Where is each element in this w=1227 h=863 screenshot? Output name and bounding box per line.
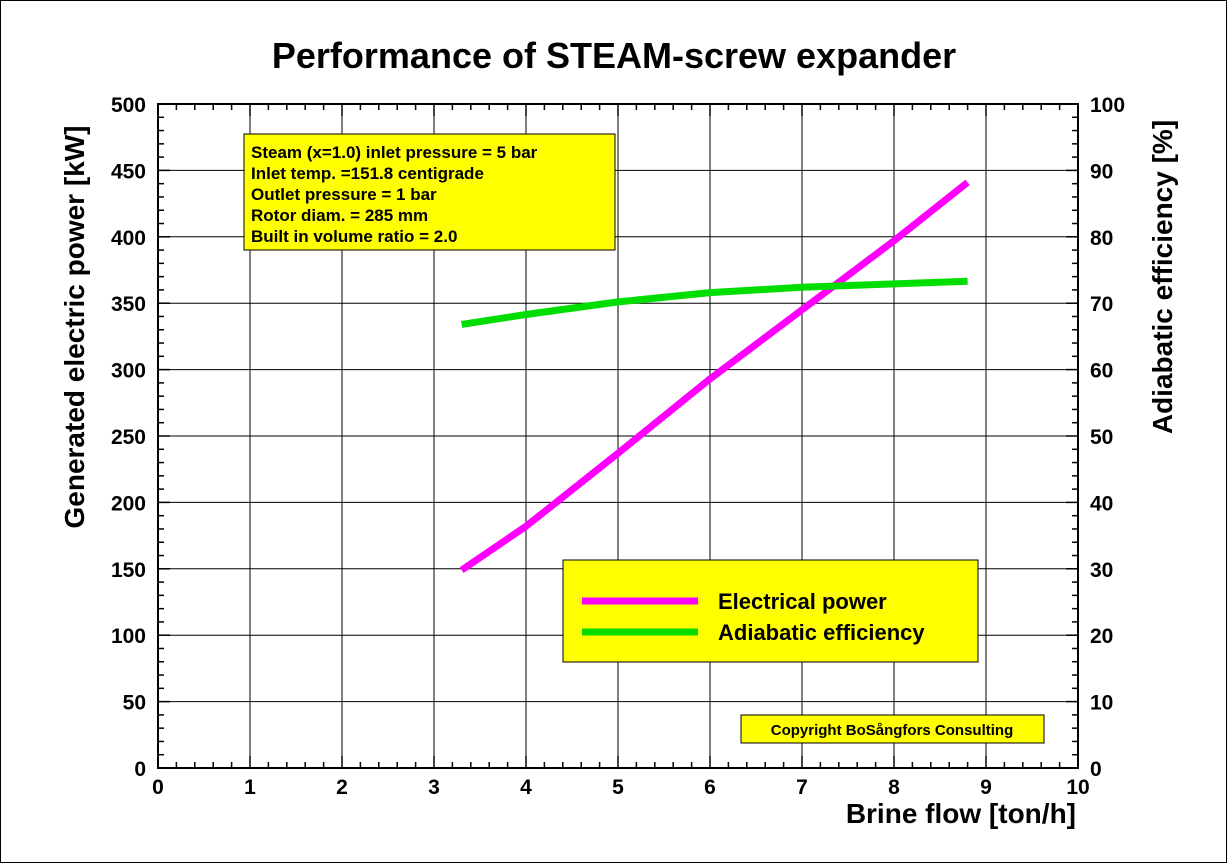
- info-line: Steam (x=1.0) inlet pressure = 5 bar: [251, 143, 538, 162]
- chart-title: Performance of STEAM-screw expander: [272, 35, 956, 76]
- legend-label-adiabatic-efficiency: Adiabatic efficiency: [718, 620, 925, 645]
- x-tick-label: 3: [428, 776, 440, 799]
- y-tick-label: 400: [111, 227, 146, 250]
- x-tick-label: 5: [612, 776, 624, 799]
- x-tick-label: 8: [888, 776, 900, 799]
- y-tick-label: 200: [111, 492, 146, 515]
- y2-tick-label: 40: [1090, 492, 1113, 515]
- y2-tick-label: 80: [1090, 227, 1113, 250]
- plot-frame: [157, 103, 1079, 769]
- info-line: Rotor diam. = 285 mm: [251, 206, 428, 225]
- series-line-adiabatic-efficiency: [461, 277, 968, 328]
- copyright-box: Copyright BoSångfors Consulting: [740, 714, 1045, 744]
- info-line: Built in volume ratio = 2.0: [251, 227, 457, 246]
- y-tick-label: 350: [111, 293, 146, 316]
- series-layer: [459, 179, 970, 573]
- legend-background: [562, 559, 979, 663]
- x-tick-label: 4: [520, 776, 532, 799]
- y2-tick-label: 60: [1090, 360, 1113, 383]
- y2-tick-label: 30: [1090, 559, 1113, 582]
- x-tick-label: 2: [336, 776, 348, 799]
- y2-tick-label: 20: [1090, 625, 1113, 648]
- y-tick-label: 150: [111, 559, 146, 582]
- copyright-text: Copyright BoSångfors Consulting: [771, 722, 1013, 739]
- x-tick-label: 0: [152, 776, 164, 799]
- y-tick-label: 0: [134, 758, 146, 781]
- info-line: Outlet pressure = 1 bar: [251, 185, 437, 204]
- y-axis-title: Generated electric power [kW]: [59, 125, 90, 528]
- legend-label-electrical-power: Electrical power: [718, 589, 887, 614]
- y2-tick-label: 100: [1090, 94, 1125, 117]
- x-tick-label: 7: [796, 776, 808, 799]
- y-tick-label: 100: [111, 625, 146, 648]
- copyright-background: [740, 714, 1045, 744]
- x-tick-label: 9: [980, 776, 992, 799]
- y-tick-label: 450: [111, 160, 146, 183]
- y2-tick-label: 50: [1090, 426, 1113, 449]
- x-tick-label: 1: [244, 776, 256, 799]
- y2-tick-label: 70: [1090, 293, 1113, 316]
- y2-tick-label: 90: [1090, 160, 1113, 183]
- x-axis-title: Brine flow [ton/h]: [846, 798, 1076, 829]
- info-box: Steam (x=1.0) inlet pressure = 5 bar Inl…: [243, 133, 616, 251]
- y-tick-label: 50: [123, 692, 146, 715]
- info-line: Inlet temp. =151.8 centigrade: [251, 164, 484, 183]
- y2-tick-label: 0: [1090, 758, 1102, 781]
- x-tick-label: 10: [1066, 776, 1089, 799]
- x-tick-labels: 0 1 2 3 4 5 6 7 8 9 10: [152, 776, 1090, 799]
- y-tick-labels: 0 50 100 150 200 250 300 350 400 450 500: [111, 94, 146, 781]
- y-tick-label: 250: [111, 426, 146, 449]
- info-box-background: [243, 133, 616, 251]
- series-line-electrical-power: [459, 179, 970, 573]
- y-tick-label: 300: [111, 360, 146, 383]
- x-tick-label: 6: [704, 776, 716, 799]
- legend: Electrical power Adiabatic efficiency: [562, 559, 979, 663]
- y-tick-label: 500: [111, 94, 146, 117]
- y2-tick-label: 10: [1090, 692, 1113, 715]
- y2-axis-title: Adiabatic efficiency [%]: [1147, 120, 1178, 434]
- y2-tick-labels: 0 10 20 30 40 50 60 70 80 90 100: [1090, 94, 1125, 781]
